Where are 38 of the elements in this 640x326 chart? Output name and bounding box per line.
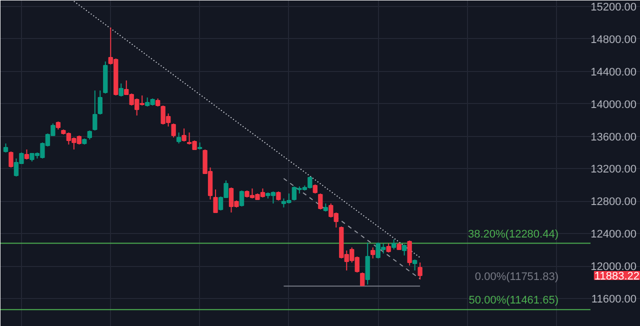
ref-line-label: 38.20%(12280.44)	[468, 228, 558, 240]
candlestick	[312, 184, 318, 194]
candlestick	[213, 188, 218, 213]
y-tick-label: 12400.00	[590, 228, 637, 241]
candlestick	[8, 151, 14, 168]
candlestick	[176, 132, 182, 144]
candlestick	[276, 190, 281, 201]
candlestick	[365, 242, 370, 285]
y-tick-label: 14800.00	[590, 34, 637, 46]
candlestick	[402, 244, 407, 256]
candlestick	[24, 148, 30, 160]
candlestick	[87, 130, 92, 140]
candlestick	[118, 82, 124, 98]
candlestick	[418, 262, 422, 280]
y-tick-label: 15200.00	[590, 2, 637, 14]
text: 0.00%(11751.83)	[474, 271, 559, 284]
text: 11883.22	[594, 270, 640, 282]
candlestick	[171, 123, 176, 138]
y-tick-label: 14000.00	[590, 98, 637, 111]
candlestick	[370, 246, 376, 259]
candlestick	[318, 193, 323, 210]
y-tick-label: 11600.00	[591, 293, 637, 306]
candlestick	[182, 128, 186, 142]
candlestick	[392, 238, 396, 250]
candlestick	[3, 142, 8, 153]
line-series	[283, 178, 421, 280]
candlestick	[407, 240, 412, 266]
candlestick	[98, 90, 102, 116]
candlestick	[92, 90, 98, 131]
candlestick	[386, 242, 391, 253]
y-tick-label: 12800.00	[590, 196, 637, 208]
candlestick	[360, 272, 365, 287]
y-tick-label: 13200.00	[590, 164, 637, 176]
candlestick	[239, 190, 244, 207]
ref-line-label: 50.00%(11461.65)	[468, 294, 559, 307]
y-tick-label: 13600.00	[590, 131, 637, 144]
candlestick	[412, 259, 418, 271]
y-tick-label: 14400.00	[590, 66, 637, 78]
